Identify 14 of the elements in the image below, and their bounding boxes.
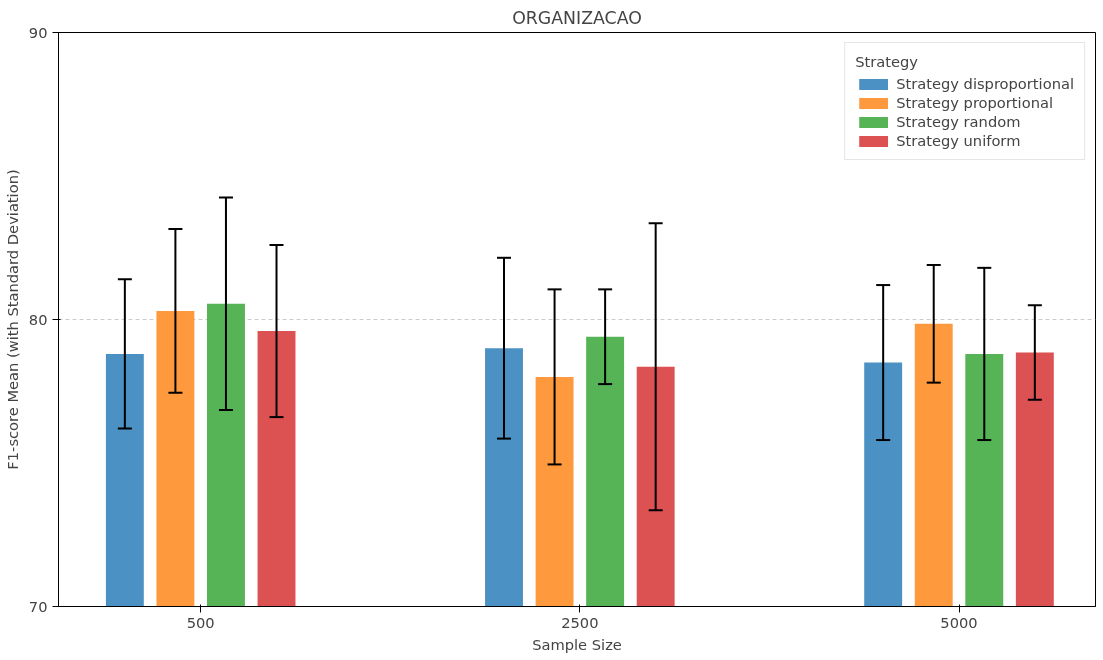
legend-label: Strategy random bbox=[896, 113, 1021, 130]
x-tick-label: 500 bbox=[186, 613, 215, 631]
legend-title: Strategy bbox=[855, 53, 919, 70]
chart-title: ORGANIZACAO bbox=[512, 7, 642, 28]
legend-label: Strategy proportional bbox=[896, 94, 1053, 111]
y-tick-label: 90 bbox=[28, 23, 48, 41]
y-axis-title: F1-score Mean (with Standard Deviation) bbox=[3, 169, 21, 470]
legend-label: Strategy disproportional bbox=[896, 75, 1074, 92]
y-tick-label: 70 bbox=[28, 597, 48, 615]
legend-label: Strategy uniform bbox=[896, 132, 1021, 149]
y-tick-label: 80 bbox=[28, 310, 48, 328]
x-axis-title: Sample Size bbox=[532, 635, 622, 653]
x-tick-label: 2500 bbox=[561, 613, 599, 631]
x-tick-label: 5000 bbox=[940, 613, 978, 631]
